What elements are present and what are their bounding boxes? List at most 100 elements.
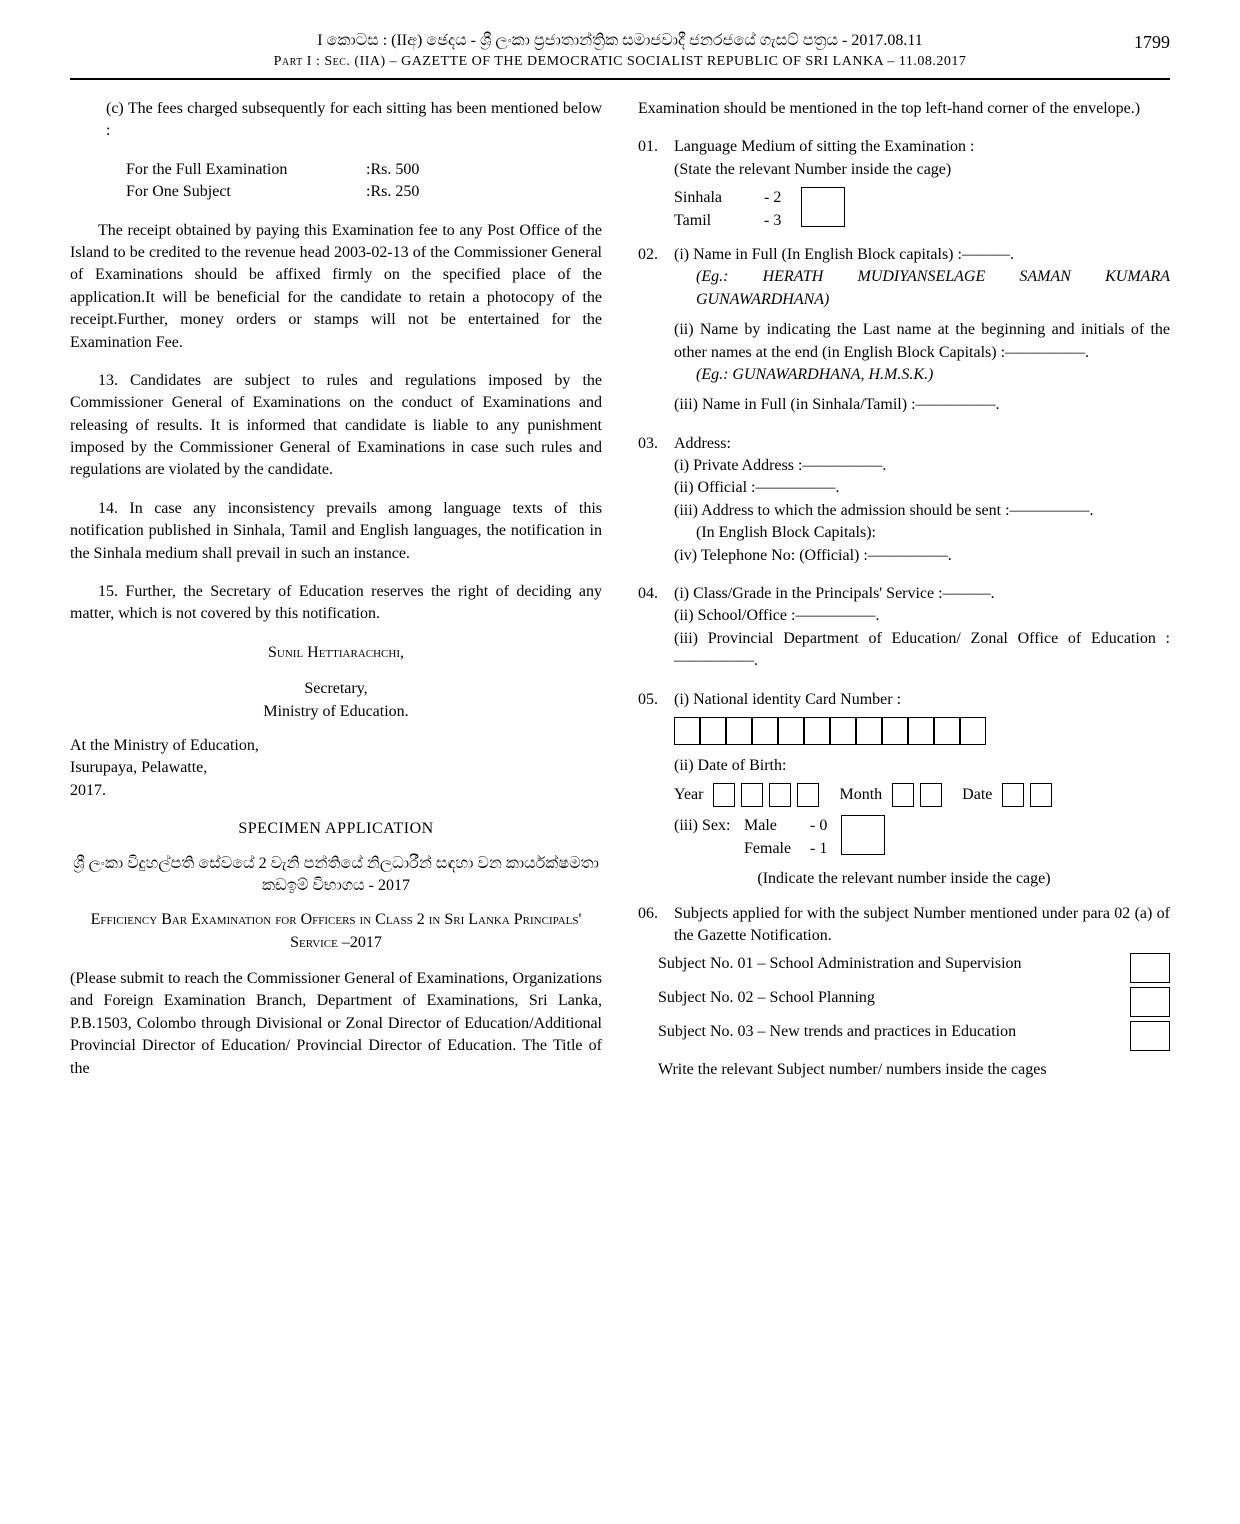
sex-male-label: Male — [744, 815, 806, 837]
q01-note: (State the relevant Number inside the ca… — [674, 159, 1170, 181]
q06-text: Subjects applied for with the subject Nu… — [674, 903, 1170, 948]
dob-month-label: Month — [839, 784, 882, 806]
subject-3-cage[interactable] — [1130, 1021, 1170, 1051]
para-14: 14. In case any inconsistency prevails a… — [70, 498, 602, 565]
num-06: 06. — [638, 903, 674, 948]
dob-year-box[interactable] — [797, 783, 819, 807]
item-04: 04. (i) Class/Grade in the Principals' S… — [638, 583, 1170, 673]
subject-1-cage[interactable] — [1130, 953, 1170, 983]
q02-iii: (iii) Name in Full (in Sinhala/Tamil) :—… — [674, 394, 1170, 416]
sex-female-no: - 1 — [810, 840, 827, 857]
signature-title: Secretary, — [70, 678, 602, 700]
num-05: 05. — [638, 689, 674, 711]
page-header: 1799 I කොටස : (IIඅ) ඡෙදය - ශ්‍රී ලංකා ප්… — [70, 30, 1170, 80]
year-line: 2017. — [70, 780, 602, 802]
sex-note: (Indicate the relevant number inside the… — [638, 868, 1170, 890]
nic-box[interactable] — [882, 717, 908, 745]
sinhala-exam-title: ශ්‍රී ලංකා විදුහල්පති සේවයේ 2 වැනි පන්ති… — [70, 853, 602, 898]
item-01: 01. Language Medium of sitting the Exami… — [638, 136, 1170, 181]
subject-2-row: Subject No. 02 – School Planning — [658, 987, 1170, 1017]
subject-2-text: Subject No. 02 – School Planning — [658, 987, 1122, 1009]
q02-ii: (ii) Name by indicating the Last name at… — [674, 319, 1170, 364]
q03-iii: (iii) Address to which the admission sho… — [674, 500, 1170, 522]
item-c: (c) The fees charged subsequently for ea… — [106, 98, 602, 143]
dob-month-box[interactable] — [920, 783, 942, 807]
q05-i: (i) National identity Card Number : — [674, 689, 1170, 711]
nic-box[interactable] — [778, 717, 804, 745]
q04-iii: (iii) Provincial Department of Education… — [674, 628, 1170, 673]
nic-box[interactable] — [934, 717, 960, 745]
nic-box[interactable] — [856, 717, 882, 745]
header-english-line: Part I : Sec. (IIA) – GAZETTE OF THE DEM… — [70, 52, 1170, 72]
fee-full-value: :Rs. 500 — [366, 159, 419, 181]
fee-table: For the Full Examination :Rs. 500 For On… — [126, 159, 602, 204]
nic-box[interactable] — [960, 717, 986, 745]
lang-sinhala-no: - 2 — [764, 187, 781, 209]
nic-box[interactable] — [726, 717, 752, 745]
item-03: 03. Address: (i) Private Address :—————.… — [638, 433, 1170, 567]
dob-year-box[interactable] — [769, 783, 791, 807]
dob-month-box[interactable] — [892, 783, 914, 807]
para-13: 13. Candidates are subject to rules and … — [70, 370, 602, 482]
dob-year-box[interactable] — [713, 783, 735, 807]
left-column: (c) The fees charged subsequently for ea… — [70, 98, 602, 1096]
q06-note: Write the relevant Subject number/ numbe… — [658, 1059, 1170, 1081]
fee-row-full: For the Full Examination :Rs. 500 — [126, 159, 602, 181]
sex-cage[interactable] — [841, 815, 885, 855]
nic-box[interactable] — [752, 717, 778, 745]
q02-i-eg: (Eg.: HERATH MUDIYANSELAGE SAMAN KUMARA … — [696, 266, 1170, 311]
nic-box[interactable] — [830, 717, 856, 745]
q02-i: (i) Name in Full (In English Block capit… — [674, 244, 1170, 266]
q03-iv: (iv) Telephone No: (Official) :—————. — [674, 545, 1170, 567]
signature-ministry: Ministry of Education. — [70, 701, 602, 723]
dob-year-box[interactable] — [741, 783, 763, 807]
at-ministry-line: At the Ministry of Education, — [70, 735, 602, 757]
q04-i: (i) Class/Grade in the Principals' Servi… — [674, 583, 1170, 605]
q02-ii-eg: (Eg.: GUNAWARDHANA, H.M.S.K.) — [696, 364, 1170, 386]
fee-full-label: For the Full Examination — [126, 159, 366, 181]
para-receipt: The receipt obtained by paying this Exam… — [70, 220, 602, 354]
page-number: 1799 — [1134, 30, 1170, 55]
num-01: 01. — [638, 136, 674, 181]
dob-row: Year Month Date — [674, 783, 1170, 807]
nic-box[interactable] — [804, 717, 830, 745]
item-05: 05. (i) National identity Card Number : — [638, 689, 1170, 711]
signature-name: Sunil Hettiarachchi, — [70, 642, 602, 664]
lang-tamil-no: - 3 — [764, 210, 781, 232]
nic-box[interactable] — [674, 717, 700, 745]
q05-iii-label: (iii) Sex: — [674, 815, 744, 837]
subject-2-cage[interactable] — [1130, 987, 1170, 1017]
lang-tamil-row: Tamil - 3 — [674, 210, 781, 232]
language-cage[interactable] — [801, 187, 845, 227]
address-line: Isurupaya, Pelawatte, — [70, 757, 602, 779]
item-02: 02. (i) Name in Full (In English Block c… — [638, 244, 1170, 417]
num-03: 03. — [638, 433, 674, 567]
dob-date-box[interactable] — [1002, 783, 1024, 807]
para-15: 15. Further, the Secretary of Education … — [70, 581, 602, 626]
q05-iii-row: (iii) Sex: Male - 0 Female - 1 — [674, 815, 1170, 860]
subject-3-text: Subject No. 03 – New trends and practice… — [658, 1021, 1122, 1043]
fee-one-label: For One Subject — [126, 181, 366, 203]
q05-ii: (ii) Date of Birth: — [674, 755, 1170, 777]
num-02: 02. — [638, 244, 674, 417]
subject-1-row: Subject No. 01 – School Administration a… — [658, 953, 1170, 983]
dob-date-box[interactable] — [1030, 783, 1052, 807]
nic-box[interactable] — [700, 717, 726, 745]
num-04: 04. — [638, 583, 674, 673]
nic-box[interactable] — [908, 717, 934, 745]
two-column-layout: (c) The fees charged subsequently for ea… — [70, 98, 1170, 1096]
english-exam-title: Efficiency Bar Examination for Officers … — [70, 909, 602, 954]
sex-female-label: Female — [744, 838, 806, 860]
q03-iii-note: (In English Block Capitals): — [696, 522, 1170, 544]
dob-year-label: Year — [674, 784, 703, 806]
lang-tamil-label: Tamil — [674, 210, 764, 232]
q03-title: Address: — [674, 433, 1170, 455]
subject-1-text: Subject No. 01 – School Administration a… — [658, 953, 1122, 975]
fee-row-one: For One Subject :Rs. 250 — [126, 181, 602, 203]
subject-3-row: Subject No. 03 – New trends and practice… — [658, 1021, 1170, 1051]
sex-male-no: - 0 — [810, 817, 827, 834]
header-sinhala-line: I කොටස : (IIඅ) ඡෙදය - ශ්‍රී ලංකා ප්‍රජාත… — [70, 30, 1170, 52]
submit-instructions-end: Examination should be mentioned in the t… — [638, 98, 1170, 120]
dob-date-label: Date — [962, 784, 992, 806]
lang-sinhala-row: Sinhala - 2 — [674, 187, 781, 209]
